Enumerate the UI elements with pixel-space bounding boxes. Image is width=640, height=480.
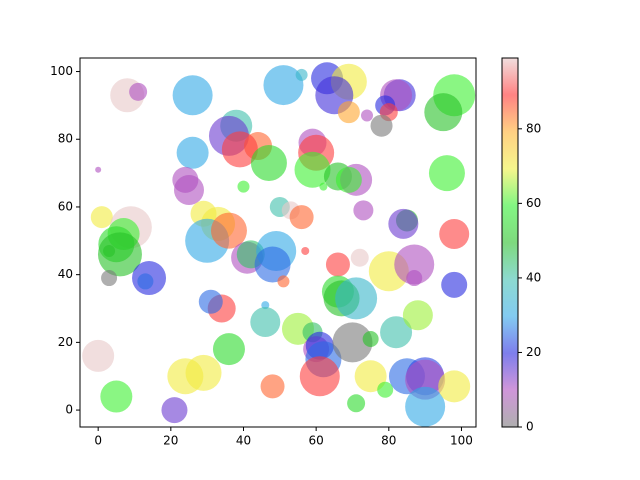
bubble bbox=[350, 248, 369, 267]
bubble bbox=[337, 101, 360, 124]
x-tick-label: 40 bbox=[236, 434, 251, 448]
bubble bbox=[370, 114, 393, 137]
bubble bbox=[173, 175, 204, 206]
bubble bbox=[97, 232, 142, 277]
bubble bbox=[95, 166, 102, 173]
colorbar-tick-label: 20 bbox=[526, 345, 541, 359]
bubble bbox=[377, 381, 394, 398]
bubble bbox=[354, 360, 387, 393]
bubble bbox=[90, 206, 113, 229]
bubble bbox=[402, 300, 433, 331]
bubble bbox=[406, 270, 423, 287]
bubble bbox=[221, 131, 258, 168]
bubble bbox=[161, 397, 188, 424]
bubble bbox=[101, 270, 118, 287]
y-tick-label: 100 bbox=[50, 64, 73, 78]
x-tick-label: 80 bbox=[381, 434, 396, 448]
bubble bbox=[424, 93, 463, 132]
plot-frame bbox=[79, 57, 477, 428]
bubble bbox=[361, 109, 374, 122]
y-tick-label: 0 bbox=[65, 403, 73, 417]
bubble bbox=[380, 316, 413, 349]
bubble bbox=[176, 136, 209, 169]
bubble bbox=[237, 180, 250, 193]
bubble bbox=[353, 200, 374, 221]
y-tick-label: 20 bbox=[58, 335, 73, 349]
bubble bbox=[172, 75, 213, 116]
x-tick-label: 20 bbox=[163, 434, 178, 448]
bubble bbox=[301, 246, 310, 255]
bubble bbox=[129, 82, 148, 101]
bubble bbox=[335, 166, 362, 193]
colorbar-tick-label: 60 bbox=[526, 196, 541, 210]
bubble bbox=[299, 356, 340, 397]
bubble bbox=[332, 322, 373, 363]
bubble bbox=[325, 252, 350, 277]
bubble bbox=[254, 246, 291, 283]
bubble bbox=[294, 151, 331, 188]
y-tick-label: 40 bbox=[58, 267, 73, 281]
colorbar bbox=[501, 57, 519, 428]
colorbar-tick-label: 0 bbox=[526, 420, 534, 434]
bubble bbox=[319, 182, 328, 191]
bubble bbox=[428, 155, 465, 192]
bubble bbox=[260, 374, 285, 399]
bubble bbox=[277, 275, 290, 288]
bubble bbox=[250, 307, 281, 338]
bubble bbox=[394, 244, 435, 285]
bubble bbox=[388, 208, 419, 239]
bubble bbox=[250, 144, 287, 181]
bubble bbox=[137, 273, 154, 290]
bubble bbox=[100, 380, 133, 413]
bubble bbox=[362, 330, 379, 347]
bubble bbox=[439, 219, 470, 250]
bubble bbox=[295, 68, 308, 81]
x-tick-label: 60 bbox=[309, 434, 324, 448]
y-tick-label: 60 bbox=[58, 199, 73, 213]
colorbar-tick-label: 40 bbox=[526, 270, 541, 284]
bubble bbox=[441, 271, 468, 298]
bubble bbox=[82, 339, 115, 372]
bubble bbox=[405, 386, 446, 427]
bubble bbox=[438, 370, 471, 403]
y-tick-label: 80 bbox=[58, 132, 73, 146]
bubble bbox=[198, 289, 223, 314]
x-tick-label: 100 bbox=[450, 434, 473, 448]
points bbox=[82, 62, 476, 427]
bubble bbox=[185, 354, 222, 391]
bubble bbox=[347, 394, 366, 413]
bubble bbox=[289, 205, 314, 230]
bubble bbox=[261, 301, 270, 310]
bubble bbox=[212, 333, 245, 366]
colorbar-tick-label: 80 bbox=[526, 121, 541, 135]
bubble bbox=[103, 244, 116, 257]
bubble bbox=[335, 277, 378, 320]
x-tick-label: 0 bbox=[94, 434, 102, 448]
bubble bbox=[210, 212, 247, 249]
bubble bbox=[263, 65, 304, 106]
